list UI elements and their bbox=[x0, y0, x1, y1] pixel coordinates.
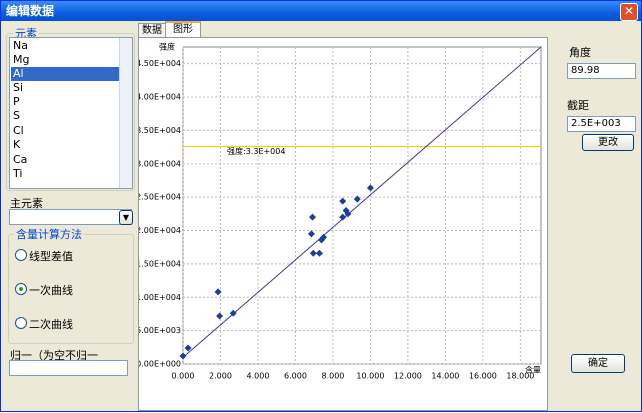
list-item[interactable]: Cl bbox=[13, 124, 24, 137]
y-axis-title: 强度 bbox=[159, 42, 175, 52]
y-tick-label: 1.50E+004 bbox=[139, 259, 181, 268]
group-label: 含量计算方法 bbox=[14, 226, 84, 242]
x-tick-label: 14.000 bbox=[431, 372, 459, 381]
x-tick-label: 4.000 bbox=[247, 372, 270, 381]
x-tick-label: 12.000 bbox=[394, 372, 422, 381]
y-tick-label: 0.00E+000 bbox=[139, 360, 181, 369]
normalize-input[interactable] bbox=[9, 360, 128, 376]
chart-panel: 0.00E+000 5.00E+003 1.00E+004 1.50E+004 2.00… bbox=[136, 37, 548, 411]
tab[interactable]: 数据 bbox=[138, 23, 166, 38]
data-point bbox=[214, 288, 222, 296]
window-title: 编辑数据 bbox=[6, 4, 55, 18]
main-element-label: 主元素 bbox=[10, 197, 43, 210]
angle-input[interactable]: 89.98 bbox=[567, 63, 636, 79]
data-point bbox=[339, 197, 347, 205]
data-point bbox=[216, 312, 224, 320]
data-point bbox=[315, 249, 323, 257]
radio-label[interactable]: 一次曲线 bbox=[29, 284, 73, 297]
list-item[interactable]: P bbox=[13, 95, 20, 108]
element-list[interactable]: Na Mg Al Si P S Cl K Ca Ti bbox=[9, 37, 133, 189]
close-button[interactable]: ✕ bbox=[620, 3, 638, 21]
data-point bbox=[309, 249, 317, 257]
radio-button[interactable] bbox=[15, 283, 27, 295]
ok-button[interactable]: 确定 bbox=[571, 354, 625, 373]
list-item[interactable]: Na bbox=[13, 39, 28, 52]
main-element-combo[interactable] bbox=[9, 209, 132, 225]
y-tick-label: 2.00E+004 bbox=[139, 226, 181, 235]
data-point bbox=[307, 230, 315, 238]
data-point bbox=[353, 195, 361, 203]
y-tick-label: 1.00E+004 bbox=[139, 293, 181, 302]
data-point bbox=[339, 213, 347, 221]
tab-active[interactable]: 图形 bbox=[165, 21, 201, 39]
x-tick-label: 8.000 bbox=[321, 372, 344, 381]
list-item[interactable]: Si bbox=[13, 81, 24, 94]
list-item[interactable]: S bbox=[13, 109, 20, 122]
scrollbar[interactable] bbox=[119, 38, 132, 188]
y-tick-label: 5.00E+003 bbox=[139, 326, 181, 335]
threshold-label: 强度:3.3E+004 bbox=[227, 146, 285, 156]
radio-dot bbox=[19, 287, 23, 291]
y-tick-label: 4.00E+004 bbox=[139, 93, 181, 102]
x-tick-label: 6.000 bbox=[284, 372, 307, 381]
element-group bbox=[6, 33, 135, 191]
list-item[interactable]: Mg bbox=[13, 53, 30, 66]
chart: 0.00E+000 5.00E+003 1.00E+004 1.50E+004 2.00… bbox=[136, 42, 542, 381]
data-point bbox=[344, 210, 352, 218]
y-tick-label: 2.50E+004 bbox=[139, 193, 181, 202]
plot-area bbox=[182, 46, 542, 365]
x-tick-label: 18.000 bbox=[506, 372, 534, 381]
normalize-label: 归一（为空不归一 bbox=[10, 349, 98, 362]
radio-label[interactable]: 线型差值 bbox=[29, 250, 73, 263]
change-button[interactable]: 更改 bbox=[582, 134, 634, 151]
intercept-input[interactable]: 2.5E+003 bbox=[567, 116, 636, 132]
title-bar: 编辑数据 ✕ bbox=[1, 1, 641, 21]
y-tick-label: 4.50E+004 bbox=[139, 59, 181, 68]
data-point bbox=[184, 344, 192, 352]
x-tick-label: 10.000 bbox=[356, 372, 384, 381]
radio-button[interactable] bbox=[15, 317, 27, 329]
intercept-label: 截距 bbox=[567, 99, 589, 112]
list-item[interactable]: Al bbox=[11, 67, 121, 81]
y-tick-label: 3.00E+004 bbox=[139, 159, 181, 168]
radio-button[interactable] bbox=[15, 249, 27, 261]
y-tick-label: 3.50E+004 bbox=[139, 126, 181, 135]
fit-line bbox=[182, 46, 542, 358]
x-tick-label: 0.000 bbox=[172, 372, 195, 381]
x-tick-label: 2.000 bbox=[209, 372, 232, 381]
data-point bbox=[229, 309, 237, 317]
data-point bbox=[366, 184, 374, 192]
data-point bbox=[320, 233, 328, 241]
x-tick-label: 16.000 bbox=[469, 372, 497, 381]
list-item[interactable]: K bbox=[13, 138, 21, 151]
list-item[interactable]: Ca bbox=[13, 153, 28, 166]
data-point bbox=[309, 213, 317, 221]
angle-label: 角度 bbox=[569, 46, 591, 59]
combo-arrow[interactable]: ▼ bbox=[119, 210, 133, 225]
list-item[interactable]: Ti bbox=[13, 167, 23, 180]
radio-label[interactable]: 二次曲线 bbox=[29, 318, 73, 331]
data-point bbox=[179, 352, 187, 360]
x-axis-title: 含量 bbox=[525, 365, 541, 375]
